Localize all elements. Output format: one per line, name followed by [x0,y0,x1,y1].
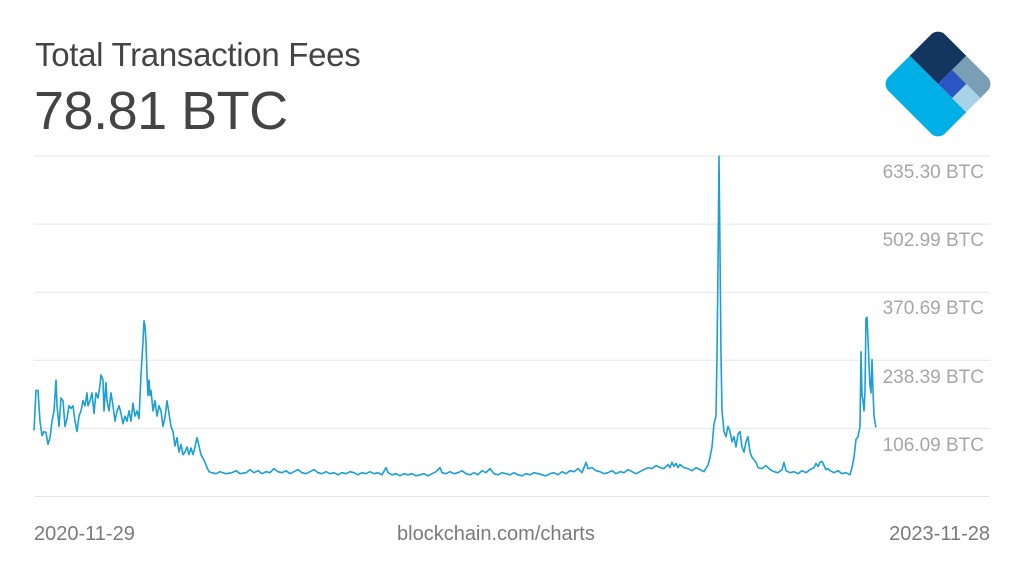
chart-title: Total Transaction Fees [35,36,361,73]
blockchain-logo-icon [884,30,992,138]
y-tick-label: 502.99 BTC [882,230,984,251]
current-value: 78.81 BTC [34,81,288,141]
source-link[interactable]: blockchain.com/charts [397,523,595,545]
gridlines [34,155,990,497]
end-date: 2023-11-28 [889,523,990,545]
start-date: 2020-11-29 [34,523,135,545]
fees-line [33,155,877,477]
y-tick-label: 635.30 BTC [882,162,984,183]
y-tick-label: 370.69 BTC [882,298,984,319]
y-tick-label: 106.09 BTC [882,435,984,456]
y-tick-label: 238.39 BTC [882,367,984,388]
